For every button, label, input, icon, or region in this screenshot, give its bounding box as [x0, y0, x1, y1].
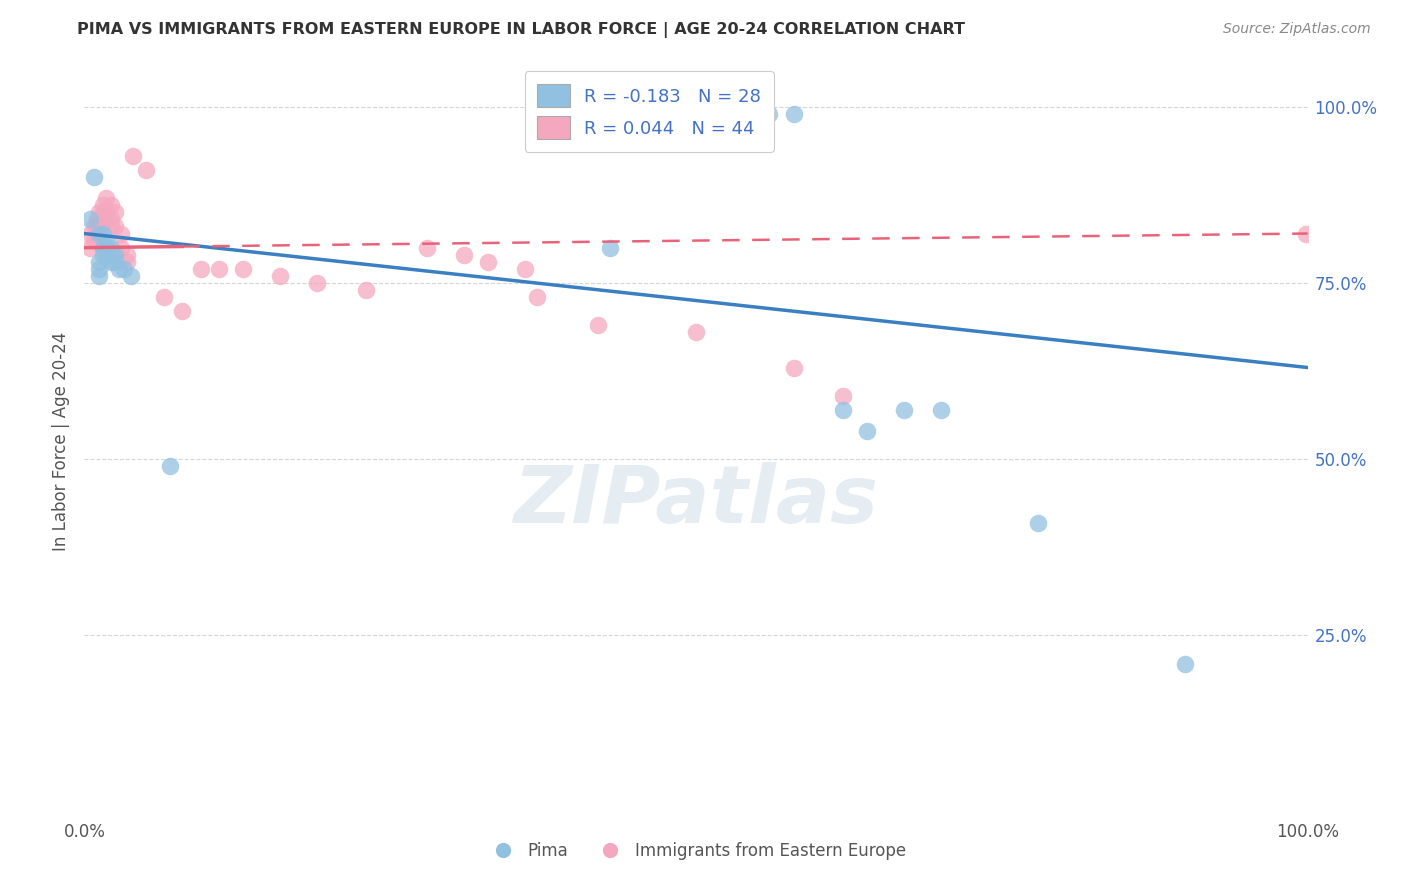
Point	[79, 227, 101, 241]
Point	[83, 234, 105, 248]
Point	[783, 106, 806, 120]
Point	[416, 241, 439, 255]
Point	[526, 290, 548, 304]
Point	[893, 402, 915, 417]
Point	[87, 219, 110, 234]
Point	[110, 227, 132, 241]
Text: PIMA VS IMMIGRANTS FROM EASTERN EUROPE IN LABOR FORCE | AGE 20-24 CORRELATION CH: PIMA VS IMMIGRANTS FROM EASTERN EUROPE I…	[77, 22, 966, 38]
Point	[104, 219, 127, 234]
Point	[91, 227, 114, 241]
Point	[96, 191, 118, 205]
Point	[91, 205, 114, 219]
Point	[929, 402, 952, 417]
Point	[159, 459, 181, 474]
Text: ZIPatlas: ZIPatlas	[513, 462, 879, 540]
Point	[86, 219, 108, 234]
Point	[305, 276, 328, 290]
Point	[104, 205, 127, 219]
Point	[477, 254, 499, 268]
Point	[96, 234, 118, 248]
Point	[1028, 516, 1050, 530]
Point	[86, 227, 108, 241]
Point	[79, 212, 101, 227]
Point	[100, 219, 122, 234]
Legend: Pima, Immigrants from Eastern Europe: Pima, Immigrants from Eastern Europe	[479, 835, 912, 866]
Point	[96, 248, 118, 262]
Point	[87, 212, 110, 227]
Point	[453, 248, 475, 262]
Point	[83, 219, 105, 234]
Point	[172, 304, 194, 318]
Point	[91, 198, 114, 212]
Point	[104, 248, 127, 262]
Point	[96, 241, 118, 255]
Point	[122, 149, 145, 163]
Point	[87, 268, 110, 283]
Point	[856, 424, 879, 438]
Point	[100, 212, 122, 227]
Point	[599, 241, 621, 255]
Y-axis label: In Labor Force | Age 20-24: In Labor Force | Age 20-24	[52, 332, 70, 551]
Point	[783, 360, 806, 375]
Point	[86, 212, 108, 227]
Point	[79, 241, 101, 255]
Point	[100, 254, 122, 268]
Point	[269, 268, 291, 283]
Point	[120, 268, 142, 283]
Point	[232, 261, 254, 276]
Point	[135, 163, 157, 178]
Point	[112, 261, 135, 276]
Point	[91, 241, 114, 255]
Point	[100, 241, 122, 255]
Point	[115, 248, 138, 262]
Point	[513, 261, 536, 276]
Point	[87, 227, 110, 241]
Point	[190, 261, 212, 276]
Point	[354, 283, 377, 297]
Point	[83, 170, 105, 185]
Point	[91, 248, 114, 262]
Point	[685, 325, 707, 339]
Point	[831, 402, 853, 417]
Point	[87, 261, 110, 276]
Point	[208, 261, 231, 276]
Point	[586, 318, 609, 333]
Point	[96, 205, 118, 219]
Point	[758, 106, 780, 120]
Text: Source: ZipAtlas.com: Source: ZipAtlas.com	[1223, 22, 1371, 37]
Point	[110, 241, 132, 255]
Point	[831, 389, 853, 403]
Point	[87, 205, 110, 219]
Point	[153, 290, 176, 304]
Point	[104, 254, 127, 268]
Point	[87, 254, 110, 268]
Point	[115, 254, 138, 268]
Point	[107, 261, 129, 276]
Point	[1174, 657, 1197, 671]
Point	[1295, 227, 1317, 241]
Point	[100, 198, 122, 212]
Point	[96, 212, 118, 227]
